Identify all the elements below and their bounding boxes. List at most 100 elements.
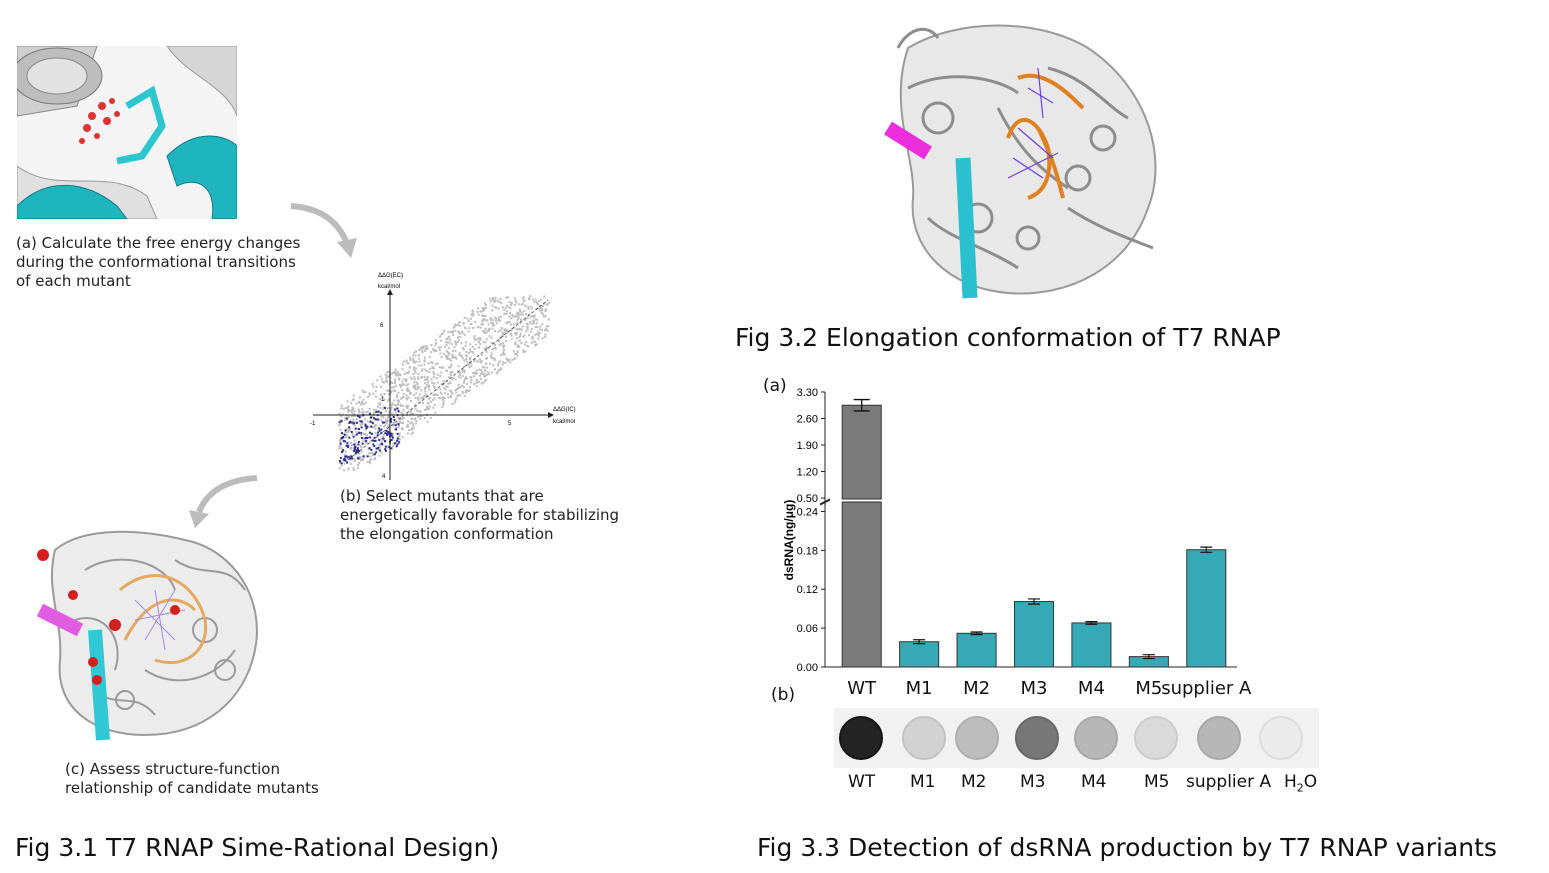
bar-error-m1 [913, 639, 926, 645]
scatter-point [538, 304, 541, 307]
scatter-point [483, 368, 486, 371]
scatter-point [424, 350, 427, 353]
scatter-point [368, 455, 371, 458]
scatter-point [476, 338, 479, 341]
scatter-point [461, 392, 464, 395]
scatter-point [405, 397, 408, 400]
scatter-point [439, 374, 442, 377]
scatter-point [448, 366, 451, 369]
scatter-point-selected [340, 419, 343, 422]
scatter-point [454, 340, 457, 343]
scatter-point-selected [397, 423, 400, 426]
scatter-point [491, 348, 494, 351]
scatter-point-selected [352, 435, 355, 438]
bar-ylabel: dsRNA(ng/μg) [782, 500, 796, 581]
scatter-point [409, 411, 412, 414]
scatter-point [539, 298, 542, 301]
scatter-point [350, 402, 353, 405]
scatter-point [465, 358, 468, 361]
scatter-point [454, 399, 457, 402]
scatter-point [488, 335, 491, 338]
scatter-point [467, 319, 470, 322]
scatter-point [480, 377, 483, 380]
scatter-tick-center: 1 [381, 397, 385, 403]
scatter-point [344, 419, 347, 422]
scatter-point [434, 411, 437, 414]
scatter-point [499, 297, 502, 300]
scatter-point [547, 318, 550, 321]
blot-label-supplier-a: supplier A [1186, 772, 1272, 792]
scatter-point [409, 422, 412, 425]
scatter-point [544, 335, 547, 338]
scatter-point [393, 399, 396, 402]
scatter-point [358, 401, 361, 404]
scatter-point [357, 455, 360, 458]
scatter-point [415, 360, 418, 363]
scatter-point [430, 378, 433, 381]
scatter-point [502, 351, 505, 354]
scatter-point [339, 423, 342, 426]
scatter-point [393, 370, 396, 373]
scatter-point [451, 350, 454, 353]
scatter-point [428, 388, 431, 391]
scatter-point [360, 458, 363, 461]
scatter-point [386, 419, 389, 422]
scatter-point [529, 295, 532, 298]
scatter-point [466, 360, 469, 363]
scatter-point [434, 393, 437, 396]
scatter-point-selected [396, 407, 399, 410]
scatter-point [502, 344, 505, 347]
scatter-point [452, 331, 455, 334]
scatter-point [407, 420, 410, 423]
scatter-point [439, 391, 442, 394]
scatter-point [380, 437, 383, 440]
fig33b-panel-label: (b) [771, 685, 796, 705]
scatter-point [545, 328, 548, 331]
blot-dot [1197, 716, 1241, 760]
scatter-point-selected [342, 435, 345, 438]
scatter-point [486, 373, 489, 376]
scatter-point [396, 370, 399, 373]
scatter-point [381, 378, 384, 381]
scatter-point [522, 336, 525, 339]
scatter-point [406, 389, 409, 392]
scatter-point [355, 431, 358, 434]
scatter-point [494, 317, 497, 320]
scatter-point [424, 390, 427, 393]
scatter-point [520, 303, 523, 306]
scatter-point [484, 327, 487, 330]
scatter-point-selected [389, 417, 392, 420]
scatter-point [377, 449, 380, 452]
scatter-point [469, 343, 472, 346]
scatter-point [371, 415, 374, 418]
scatter-point [518, 308, 521, 311]
scatter-point [418, 348, 421, 351]
scatter-point [537, 303, 540, 306]
scatter-point [468, 327, 471, 330]
scatter-point [398, 373, 401, 376]
scatter-point [455, 357, 458, 360]
scatter-point [420, 377, 423, 380]
scatter-point [442, 403, 445, 406]
scatter-point [470, 313, 473, 316]
scatter-point [382, 435, 385, 438]
scatter-point [389, 431, 392, 434]
scatter-point [347, 405, 350, 408]
bar-category-label: M2 [963, 678, 991, 699]
scatter-point [426, 420, 429, 423]
scatter-point [430, 344, 433, 347]
scatter-point [465, 382, 468, 385]
bar-category-label: M1 [905, 678, 933, 699]
scatter-point [462, 348, 465, 351]
scatter-point [398, 437, 401, 440]
scatter-point [477, 346, 480, 349]
scatter-point [477, 313, 480, 316]
scatter-point [362, 437, 365, 440]
scatter-point [495, 322, 498, 325]
scatter-point [381, 381, 384, 384]
scatter-point [380, 419, 383, 422]
scatter-point [520, 342, 523, 345]
scatter-point [372, 412, 375, 415]
scatter-point [491, 309, 494, 312]
scatter-point [412, 357, 415, 360]
